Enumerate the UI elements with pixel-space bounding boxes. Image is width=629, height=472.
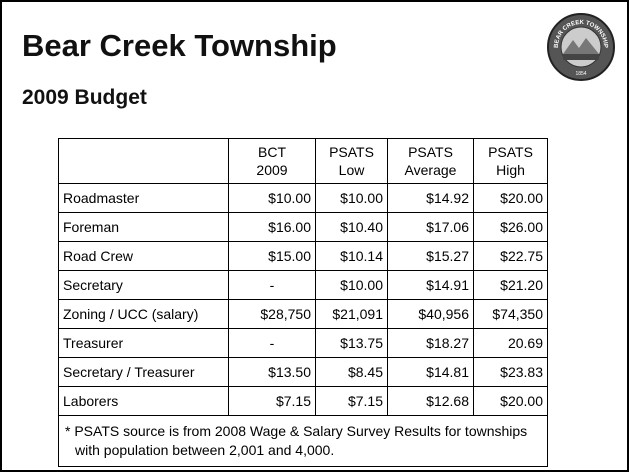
cell: $26.00 [473, 212, 548, 242]
cell: $20.00 [473, 386, 548, 416]
cell: $23.83 [473, 357, 548, 387]
data-row: Foreman $16.00 $10.40 $17.06 $26.00 [58, 212, 548, 242]
township-seal: BEAR CREEK TOWNSHIP 1854 [547, 13, 615, 81]
cell: $10.00 [228, 183, 316, 213]
cell: - [228, 270, 316, 300]
cell: $17.06 [387, 212, 474, 242]
cell: $10.40 [315, 212, 388, 242]
cell: $14.81 [387, 357, 474, 387]
cell: $21.20 [473, 270, 548, 300]
header-cell [58, 138, 229, 184]
cell: $7.15 [315, 386, 388, 416]
data-row: Treasurer - $13.75 $18.27 20.69 [58, 328, 548, 358]
footnote-row: * PSATS source is from 2008 Wage & Salar… [58, 415, 548, 467]
header-line: PSATS [488, 144, 533, 160]
cell: - [228, 328, 316, 358]
header-cell: PSATS Average [387, 138, 474, 184]
cell: $10.00 [315, 270, 388, 300]
cell: $10.00 [315, 183, 388, 213]
row-label: Foreman [58, 212, 229, 242]
header-row: BCT 2009 PSATS Low PSATS Average PSATS High [58, 138, 548, 184]
row-label: Road Crew [58, 241, 229, 271]
data-row: Secretary - $10.00 $14.91 $21.20 [58, 270, 548, 300]
row-label: Secretary [58, 270, 229, 300]
cell: $20.00 [473, 183, 548, 213]
cell: 20.69 [473, 328, 548, 358]
header-line: Low [338, 162, 365, 178]
cell: $28,750 [228, 299, 316, 329]
data-row: Roadmaster $10.00 $10.00 $14.92 $20.00 [58, 183, 548, 213]
cell: $18.27 [387, 328, 474, 358]
data-row: Secretary / Treasurer $13.50 $8.45 $14.81 $2… [58, 357, 548, 387]
cell: $74,350 [473, 299, 548, 329]
seal-year: 1854 [575, 71, 586, 77]
header-line: PSATS [329, 144, 374, 160]
row-label: Secretary / Treasurer [58, 357, 229, 387]
cell: $22.75 [473, 241, 548, 271]
header-line: PSATS [408, 144, 453, 160]
cell: $14.92 [387, 183, 474, 213]
cell: $7.15 [228, 386, 316, 416]
cell: $13.75 [315, 328, 388, 358]
row-label: Roadmaster [58, 183, 229, 213]
row-label: Zoning / UCC (salary) [58, 299, 229, 329]
footnote: * PSATS source is from 2008 Wage & Salar… [58, 415, 548, 467]
data-row: Zoning / UCC (salary) $28,750 $21,091 $40,9… [58, 299, 548, 329]
header-cell: PSATS High [473, 138, 548, 184]
header-line: Average [404, 162, 457, 178]
header-cell: PSATS Low [315, 138, 388, 184]
cell: $15.27 [387, 241, 474, 271]
cell: $40,956 [387, 299, 474, 329]
row-label: Treasurer [58, 328, 229, 358]
row-label: Laborers [58, 386, 229, 416]
cell: $10.14 [315, 241, 388, 271]
header-line: BCT [258, 144, 286, 160]
cell: $14.91 [387, 270, 474, 300]
data-row: Road Crew $15.00 $10.14 $15.27 $22.75 [58, 241, 548, 271]
cell: $8.45 [315, 357, 388, 387]
cell: $16.00 [228, 212, 316, 242]
subtitle: 2009 Budget [22, 86, 147, 109]
header-line: 2009 [256, 162, 288, 178]
header-line: High [496, 162, 525, 178]
cell: $13.50 [228, 357, 316, 387]
cell: $15.00 [228, 241, 316, 271]
header-cell: BCT 2009 [228, 138, 316, 184]
cell: $21,091 [315, 299, 388, 329]
title: Bear Creek Township [22, 28, 337, 63]
data-row: Laborers $7.15 $7.15 $12.68 $20.00 [58, 386, 548, 416]
budget-table: BCT 2009 PSATS Low PSATS Average PSATS High Road… [58, 138, 548, 467]
cell: $12.68 [387, 386, 474, 416]
